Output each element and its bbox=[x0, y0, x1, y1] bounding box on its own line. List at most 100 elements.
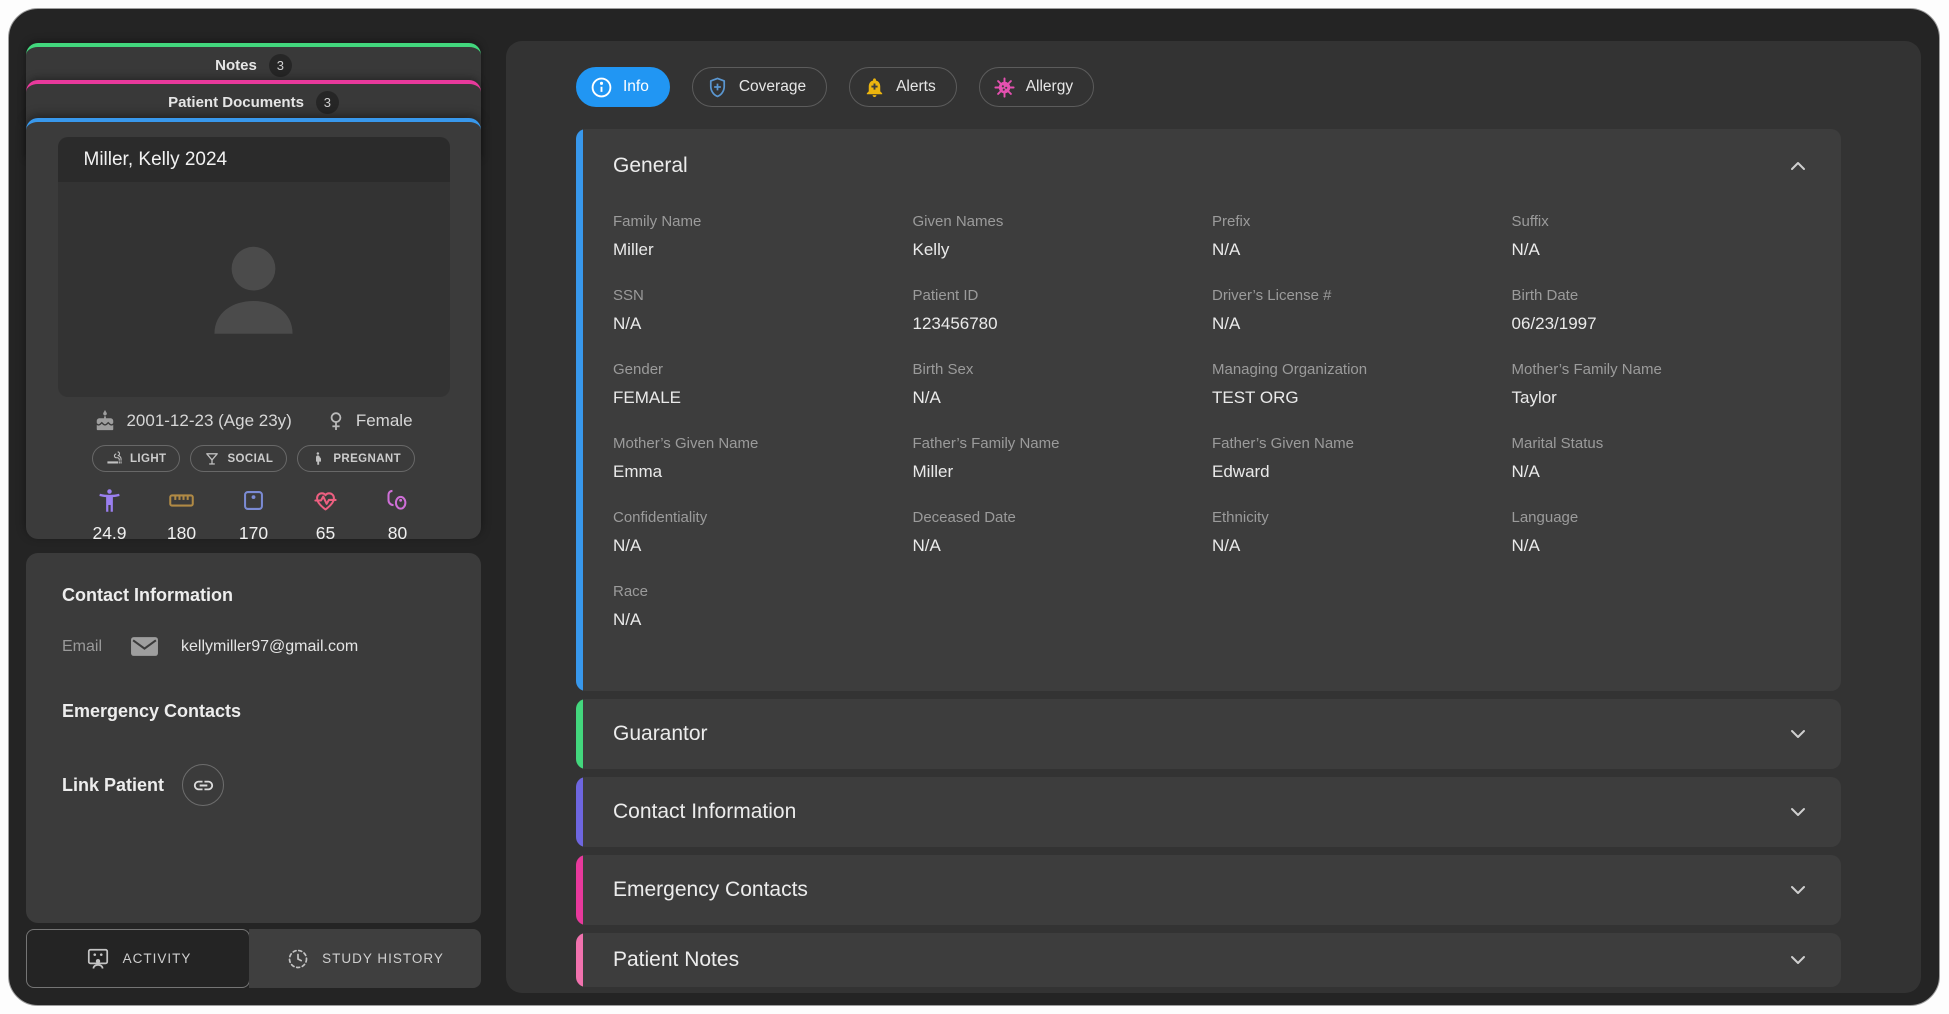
field-label: Father’s Family Name bbox=[912, 435, 1060, 452]
patient-summary-card: Miller, Kelly 2024 2001-12-23 (Age 23y) … bbox=[26, 118, 481, 543]
cocktail-icon bbox=[206, 452, 219, 465]
gender-value: Female bbox=[355, 411, 413, 430]
field-mothers-family-name: Mother’s Family Name Taylor bbox=[1512, 361, 1812, 408]
field-label: SSN bbox=[613, 287, 644, 304]
info-icon bbox=[591, 77, 612, 97]
emergency-contacts-heading: Emergency Contacts bbox=[62, 701, 242, 721]
alcohol-chip-label: SOCIAL bbox=[227, 452, 274, 465]
field-value: N/A bbox=[1212, 240, 1241, 259]
section-patient-notes[interactable]: Patient Notes bbox=[576, 933, 1841, 987]
field-label: Suffix bbox=[1511, 213, 1549, 230]
study-history-button-label: STUDY HISTORY bbox=[322, 951, 444, 966]
link-icon bbox=[193, 780, 213, 790]
field-ethnicity: Ethnicity N/A bbox=[1212, 509, 1512, 556]
tab-alerts-label: Alerts bbox=[896, 78, 936, 95]
field-gender: Gender FEMALE bbox=[613, 361, 913, 408]
vital-weight: 170 bbox=[234, 487, 274, 544]
patient-documents-count-badge: 3 bbox=[315, 91, 339, 114]
field-given-names: Given Names Kelly bbox=[913, 213, 1213, 260]
field-suffix: Suffix N/A bbox=[1512, 213, 1812, 260]
field-value: N/A bbox=[1212, 536, 1241, 555]
status-chips: LIGHT SOCIAL PREGNANT bbox=[26, 445, 481, 472]
email-value[interactable]: kellymiller97@gmail.com bbox=[181, 637, 359, 655]
activity-button-label: ACTIVITY bbox=[122, 951, 192, 966]
contact-information-accent-stripe bbox=[576, 777, 583, 847]
field-confidentiality: Confidentiality N/A bbox=[613, 509, 913, 556]
guarantor-accent-stripe bbox=[576, 699, 583, 769]
birthday-cake-icon bbox=[97, 410, 114, 431]
field-value: 123456780 bbox=[912, 314, 998, 333]
field-birth-sex: Birth Sex N/A bbox=[913, 361, 1213, 408]
field-mothers-given-name: Mother’s Given Name Emma bbox=[613, 435, 913, 482]
pregnant-chip-label: PREGNANT bbox=[333, 452, 402, 465]
patient-detail-panel: Info Coverage Alerts bbox=[506, 41, 1921, 993]
pregnant-status-chip: PREGNANT bbox=[297, 445, 416, 472]
activity-button[interactable]: ACTIVITY bbox=[26, 929, 250, 988]
field-value: Taylor bbox=[1511, 388, 1557, 407]
field-ssn: SSN N/A bbox=[613, 287, 913, 334]
field-value: N/A bbox=[912, 536, 941, 555]
sidebar-footer: ACTIVITY STUDY HISTORY bbox=[26, 929, 481, 988]
field-label: Driver’s License # bbox=[1212, 287, 1332, 304]
field-value: N/A bbox=[1511, 462, 1540, 481]
field-label: Managing Organization bbox=[1212, 361, 1368, 378]
tab-info[interactable]: Info bbox=[576, 67, 670, 107]
section-general: General Family Name Miller Given Names Kel… bbox=[576, 129, 1841, 691]
tab-alerts[interactable]: Alerts bbox=[849, 67, 957, 107]
field-fathers-family-name: Father’s Family Name Miller bbox=[913, 435, 1213, 482]
vitals-row: 24.9 180 170 bbox=[26, 487, 481, 544]
field-drivers-license: Driver’s License # N/A bbox=[1212, 287, 1512, 334]
email-icon bbox=[131, 637, 158, 656]
field-language: Language N/A bbox=[1512, 509, 1812, 556]
field-race: Race N/A bbox=[613, 583, 913, 630]
section-contact-information[interactable]: Contact Information bbox=[576, 777, 1841, 847]
height-value: 180 bbox=[166, 523, 197, 543]
vital-heart-rate: 65 bbox=[306, 487, 346, 544]
field-label: Birth Date bbox=[1511, 287, 1579, 304]
field-label: Prefix bbox=[1212, 213, 1251, 230]
sidebar-contact-card: Contact Information Email kellymiller97@… bbox=[26, 553, 481, 923]
smoking-chip-label: LIGHT bbox=[129, 452, 167, 465]
blood-pressure-icon bbox=[387, 489, 407, 510]
study-history-button[interactable]: STUDY HISTORY bbox=[249, 929, 481, 988]
field-label: Given Names bbox=[912, 213, 1004, 230]
section-guarantor[interactable]: Guarantor bbox=[576, 699, 1841, 769]
patient-notes-accent-stripe bbox=[576, 933, 583, 987]
patient-notes-title: Patient Notes bbox=[613, 948, 740, 971]
ruler-icon bbox=[169, 494, 194, 507]
field-value: N/A bbox=[613, 610, 642, 629]
chevron-up-icon bbox=[1791, 162, 1805, 170]
bmi-person-icon bbox=[99, 489, 120, 512]
person-silhouette-icon bbox=[214, 246, 293, 334]
general-title: General bbox=[613, 154, 688, 177]
field-label: Marital Status bbox=[1511, 435, 1604, 452]
heart-pulse-icon bbox=[314, 492, 337, 511]
field-fathers-given-name: Father’s Given Name Edward bbox=[1212, 435, 1512, 482]
field-value: Kelly bbox=[912, 240, 950, 259]
patient-name: Miller, Kelly 2024 bbox=[57, 137, 450, 182]
general-header[interactable]: General bbox=[576, 129, 1841, 179]
field-label: Gender bbox=[613, 361, 664, 378]
link-patient-button[interactable] bbox=[182, 764, 225, 806]
tab-allergy[interactable]: Allergy bbox=[978, 67, 1095, 107]
field-label: Family Name bbox=[613, 213, 702, 230]
field-deceased-date: Deceased Date N/A bbox=[913, 509, 1213, 556]
tab-coverage[interactable]: Coverage bbox=[691, 67, 828, 107]
field-value: N/A bbox=[1511, 536, 1540, 555]
weight-value: 170 bbox=[238, 523, 269, 543]
alcohol-status-chip: SOCIAL bbox=[190, 445, 288, 472]
chevron-down-icon bbox=[1791, 956, 1805, 964]
link-patient-label: Link Patient bbox=[62, 774, 165, 795]
field-label: Patient ID bbox=[912, 287, 979, 304]
section-emergency-contacts[interactable]: Emergency Contacts bbox=[576, 855, 1841, 925]
field-label: Birth Sex bbox=[912, 361, 974, 378]
field-value: N/A bbox=[1212, 314, 1241, 333]
detail-tabs: Info Coverage Alerts bbox=[576, 67, 1095, 107]
field-label: Mother’s Given Name bbox=[613, 435, 759, 452]
field-family-name: Family Name Miller bbox=[613, 213, 913, 260]
demographics-row: 2001-12-23 (Age 23y) Female bbox=[26, 410, 481, 432]
tab-coverage-label: Coverage bbox=[738, 78, 807, 95]
field-label: Confidentiality bbox=[613, 509, 708, 526]
general-accent-stripe bbox=[576, 129, 583, 691]
pregnant-icon bbox=[316, 452, 322, 465]
